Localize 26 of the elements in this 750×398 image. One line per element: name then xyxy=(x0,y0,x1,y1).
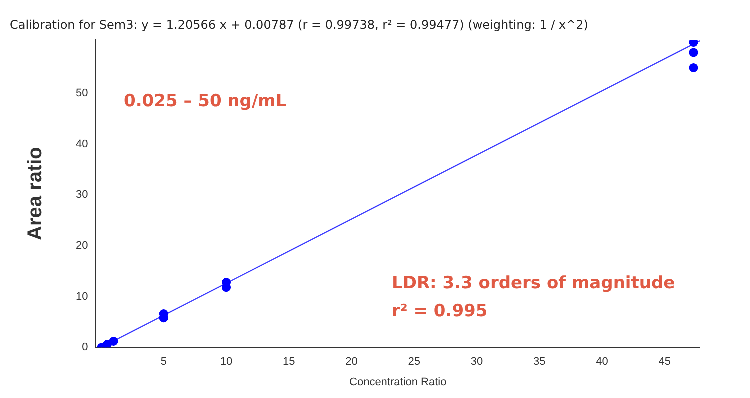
x-tick-label: 10 xyxy=(220,356,233,368)
point xyxy=(109,337,118,346)
x-axis-title: Concentration Ratio xyxy=(350,376,447,388)
point xyxy=(103,340,112,348)
x-tick-label: 35 xyxy=(534,356,546,368)
y-tick-label: 10 xyxy=(76,290,88,303)
point xyxy=(689,40,698,48)
y-tick-label: 40 xyxy=(76,138,88,150)
annotation: LDR: 3.3 orders of magnitude xyxy=(392,273,676,294)
y-tick-label: 20 xyxy=(76,240,88,252)
x-tick-label: 15 xyxy=(283,356,296,368)
annotation: r² = 0.995 xyxy=(392,301,488,322)
x-tick-label: 30 xyxy=(470,356,484,368)
x-tick-label: 25 xyxy=(408,356,421,368)
point xyxy=(689,63,698,72)
y-tick-label: 30 xyxy=(76,189,88,202)
y-axis-title: Area ratio xyxy=(24,147,47,240)
x-tick-label: 40 xyxy=(596,356,608,368)
y-tick-label: 50 xyxy=(76,87,88,100)
x-tick-label: 45 xyxy=(658,356,672,368)
y-tick-label: 0 xyxy=(82,342,88,354)
chart-title: Calibration for Sem3: y = 1.20566 x + 0.00787 (r = 0.99738, r² = 0.99477) (weighting: 1 / x^2) xyxy=(10,18,588,32)
point xyxy=(689,48,698,58)
annotation: 0.025 – 50 ng/mL xyxy=(124,91,287,112)
x-tick-label: 5 xyxy=(160,356,167,368)
x-tick-label: 20 xyxy=(346,356,358,368)
